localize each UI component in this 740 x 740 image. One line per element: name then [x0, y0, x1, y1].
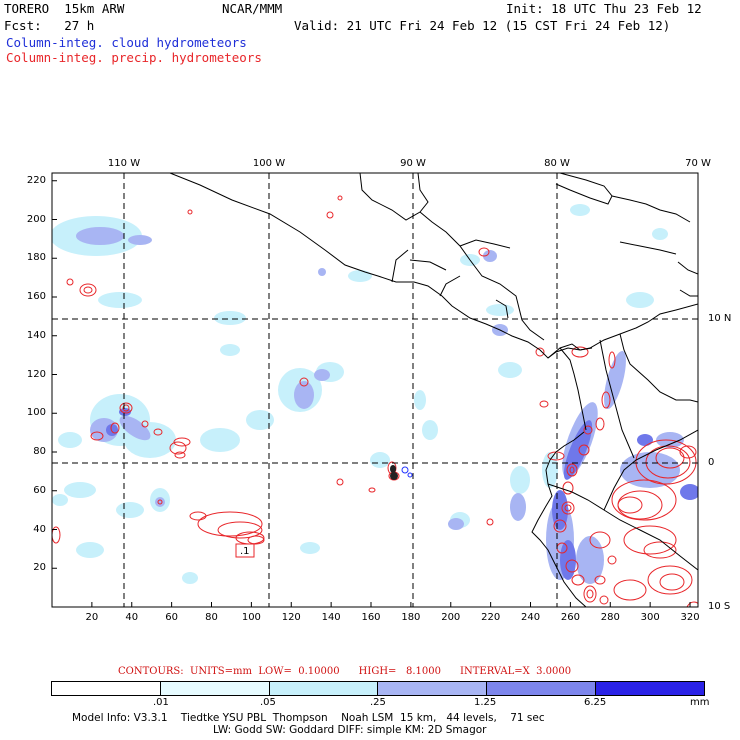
- longitude-label: 100 W: [252, 158, 286, 169]
- colorbar-segment: [487, 682, 597, 695]
- colorbar-label-1: .01: [153, 697, 169, 708]
- x-tick-label: 140: [321, 612, 341, 623]
- cloud-shading-layer: [52, 173, 698, 607]
- y-tick-label: 220: [26, 174, 46, 186]
- y-tick-label: 60: [33, 484, 46, 496]
- latitude-label: 10 S: [708, 601, 731, 612]
- x-tick-label: 320: [680, 612, 700, 623]
- contour-label: .1: [240, 546, 250, 557]
- colorbar-label-4: 1.25: [474, 697, 497, 708]
- longitude-label: 80 W: [544, 158, 570, 169]
- contour-units: CONTOURS: UNITS=mm: [118, 666, 252, 677]
- y-tick-label: 140: [26, 329, 46, 341]
- organization-label: NCAR/MMM: [222, 1, 283, 16]
- x-tick-label: 280: [600, 612, 620, 623]
- x-tick-label: 80: [205, 612, 218, 623]
- colorbar-segment: [160, 682, 270, 695]
- y-tick-label: 120: [26, 368, 46, 380]
- longitude-label: 90 W: [400, 158, 426, 169]
- x-tick-label: 60: [165, 612, 178, 623]
- contour-interval: INTERVAL=X 3.0000: [460, 666, 572, 677]
- lat-lon-grid: [52, 173, 698, 607]
- latitude-label: 10 N: [708, 313, 732, 324]
- forecast-hour: Fcst: 27 h: [4, 18, 95, 33]
- y-tick-label: 200: [26, 213, 46, 225]
- x-tick-label: 180: [401, 612, 421, 623]
- colorbar-unit: mm: [690, 697, 710, 708]
- latitude-label: 0: [708, 457, 715, 468]
- contour-label-box: [235, 543, 255, 558]
- init-time: Init: 18 UTC Thu 23 Feb 12: [506, 1, 702, 16]
- x-tick-label: 100: [241, 612, 261, 623]
- colorbar: [51, 681, 705, 696]
- x-tick-label: 200: [441, 612, 461, 623]
- colorbar-segment: [378, 682, 488, 695]
- contour-high: HIGH= 8.1000: [358, 666, 441, 677]
- longitude-label: 110 W: [107, 158, 141, 169]
- axis-ticks: [52, 180, 691, 607]
- colorbar-label-5: 6.25: [584, 697, 607, 708]
- y-tick-label: 40: [33, 523, 46, 535]
- x-tick-label: 260: [560, 612, 580, 623]
- model-info-line2: LW: Godd SW: Goddard DIFF: simple KM: 2D…: [213, 724, 487, 736]
- valid-time: Valid: 21 UTC Fri 24 Feb 12 (15 CST Fri …: [294, 18, 671, 33]
- contour-low: LOW= 0.10000: [258, 666, 340, 677]
- model-title: TORERO 15km ARW: [4, 1, 125, 16]
- longitude-label: 70 W: [685, 158, 711, 169]
- x-tick-label: 220: [481, 612, 501, 623]
- x-tick-label: 20: [85, 612, 99, 623]
- field-label-cloud: Column-integ. cloud hydrometeors: [6, 35, 247, 50]
- map-frame: [51, 172, 699, 608]
- contour-info: CONTOURS: UNITS=mm LOW= 0.10000 HIGH= 8.…: [118, 666, 571, 677]
- y-tick-label: 80: [33, 446, 46, 457]
- colorbar-label-2: .05: [260, 697, 276, 708]
- x-tick-label: 300: [640, 612, 660, 623]
- x-tick-label: 240: [520, 612, 541, 623]
- y-tick-label: 160: [26, 291, 46, 302]
- y-tick-label: 180: [26, 252, 46, 264]
- x-tick-label: 120: [281, 612, 301, 623]
- colorbar-segment: [52, 682, 161, 695]
- x-tick-label: 40: [125, 612, 139, 623]
- model-info-line1: Model Info: V3.3.1 Tiedtke YSU PBL Thomp…: [72, 712, 545, 724]
- field-label-precip: Column-integ. precip. hydrometeors: [6, 50, 262, 65]
- x-tick-label: 160: [361, 612, 381, 623]
- y-tick-label: 20: [33, 562, 46, 574]
- colorbar-segment: [596, 682, 704, 695]
- colorbar-segment: [269, 682, 379, 695]
- y-tick-label: 100: [26, 407, 46, 419]
- colorbar-label-3: .25: [370, 697, 386, 708]
